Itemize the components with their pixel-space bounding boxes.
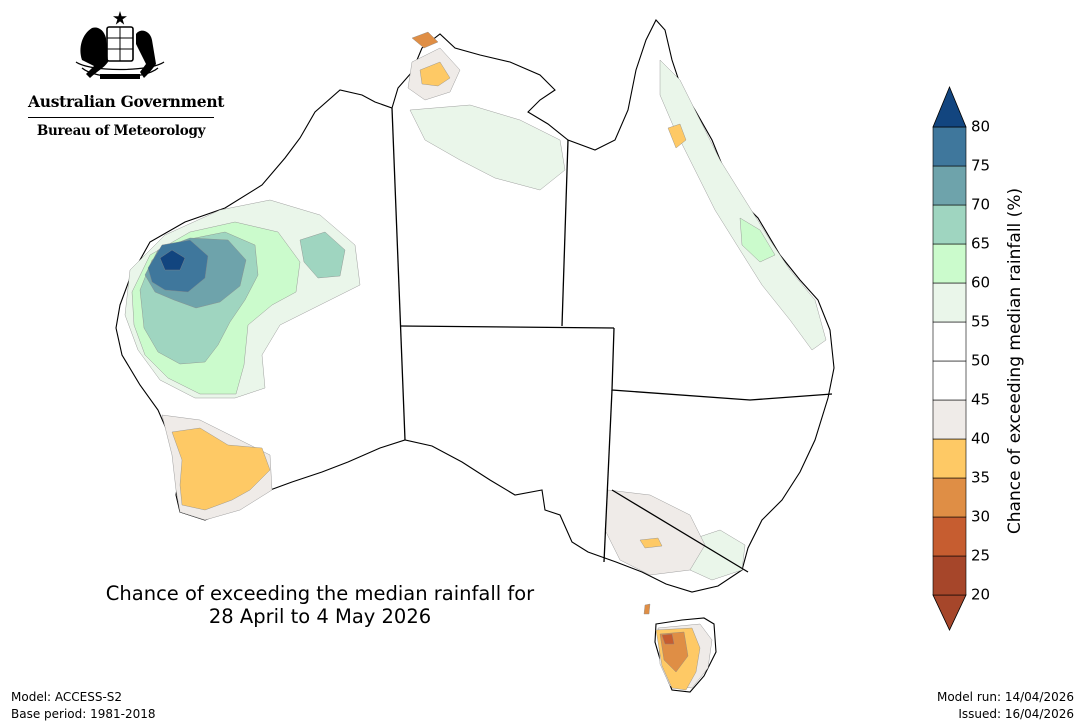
legend-tick-65: 65 [971,235,990,253]
border-nt-sa [399,325,615,329]
legend-tick-45: 45 [971,391,990,409]
border-nsw-vic [611,489,749,573]
legend-tick-75: 75 [971,157,990,175]
region-25-30-tasmania [661,633,675,645]
issued-label: Issued: 16/04/2026 [958,707,1074,721]
border-nt-qld [561,139,569,327]
region-35-40-top-end [419,61,451,87]
legend-tick-50: 50 [971,352,990,370]
model-run-label: Model run: 14/04/2026 [936,690,1074,704]
map-title-line1: Chance of exceeding the median rainfall … [105,582,535,605]
region-30-35-top-end [411,31,439,49]
region-55-60-nt [409,104,566,191]
legend-tick-60: 60 [971,274,990,292]
region-60-65-qld-coast [739,217,776,263]
border-wa [391,107,406,441]
legend-tick-30: 30 [971,508,990,526]
footer-right: Model run: 14/04/2026 Issued: 16/04/2026 [937,689,1074,723]
base-period-label: Base period: 1981-2018 [11,707,156,721]
legend-tick-80: 80 [971,118,990,136]
footer-left: Model: ACCESS-S2 Base period: 1981-2018 [11,689,156,723]
map-title-line2: 28 April to 4 May 2026 [208,605,432,628]
legend-segment-55-60 [932,282,967,323]
agency-logo-block: Australian Government Bureau of Meteorol… [28,12,224,139]
state-borders [391,107,833,573]
region-40-45-sa-tas [604,489,706,576]
legend-segment-20-25 [932,555,967,596]
legend-segment-75-80 [932,126,967,167]
legend-tick-40: 40 [971,430,990,448]
legend-segment-65-70 [932,204,967,245]
legend-tick-labels: 20 25 30 35 40 45 50 55 60 65 70 75 80 [971,118,990,604]
legend-tick-25: 25 [971,547,990,565]
region-35-40-cape-york [667,123,687,149]
region-35-40-victoria [639,537,663,549]
region-30-35-island [643,603,651,615]
legend-segment-40-45 [932,399,967,440]
region-80-plus [159,249,186,271]
star-icon [113,11,127,25]
border-sa-vic [603,389,613,563]
region-35-40-wa-sw [171,427,271,511]
legend-segment-70-75 [932,165,967,206]
legend-colorbar: 20 25 30 35 40 45 50 55 60 65 70 75 80 C… [932,85,1025,631]
map-title: Chance of exceeding the median rainfall … [70,582,570,628]
legend-tick-70: 70 [971,196,990,214]
legend-segment-45-50 [932,360,967,401]
legend-segment-30-35 [932,477,967,518]
legend-segment-60-65 [932,243,967,284]
coat-of-arms-icon [75,11,165,79]
coat-of-arms-spacer [28,12,214,88]
region-55-60-qld-coast [659,59,827,351]
kangaroo-icon [80,27,108,78]
legend-segment-25-30 [932,516,967,557]
government-name: Australian Government [28,92,224,118]
legend-tick-55: 55 [971,313,990,331]
legend-over-arrow [932,85,967,128]
legend-axis-label: Chance of exceeding median rainfall (%) [1005,188,1025,534]
legend-segment-35-40 [932,438,967,479]
legend-segment-50-55 [932,321,967,362]
motto-scroll [100,74,140,79]
legend-tick-20: 20 [971,586,990,604]
rainfall-probability-regions [124,31,827,691]
border-sa-qld-nsw [611,327,833,401]
legend-under-arrow [932,594,967,631]
legend-tick-35: 35 [971,469,990,487]
mainland-australia [115,19,835,593]
bureau-name: Bureau of Meteorology [36,123,206,139]
region-65-70-pilbara-east [299,231,346,279]
model-label: Model: ACCESS-S2 [11,690,123,704]
